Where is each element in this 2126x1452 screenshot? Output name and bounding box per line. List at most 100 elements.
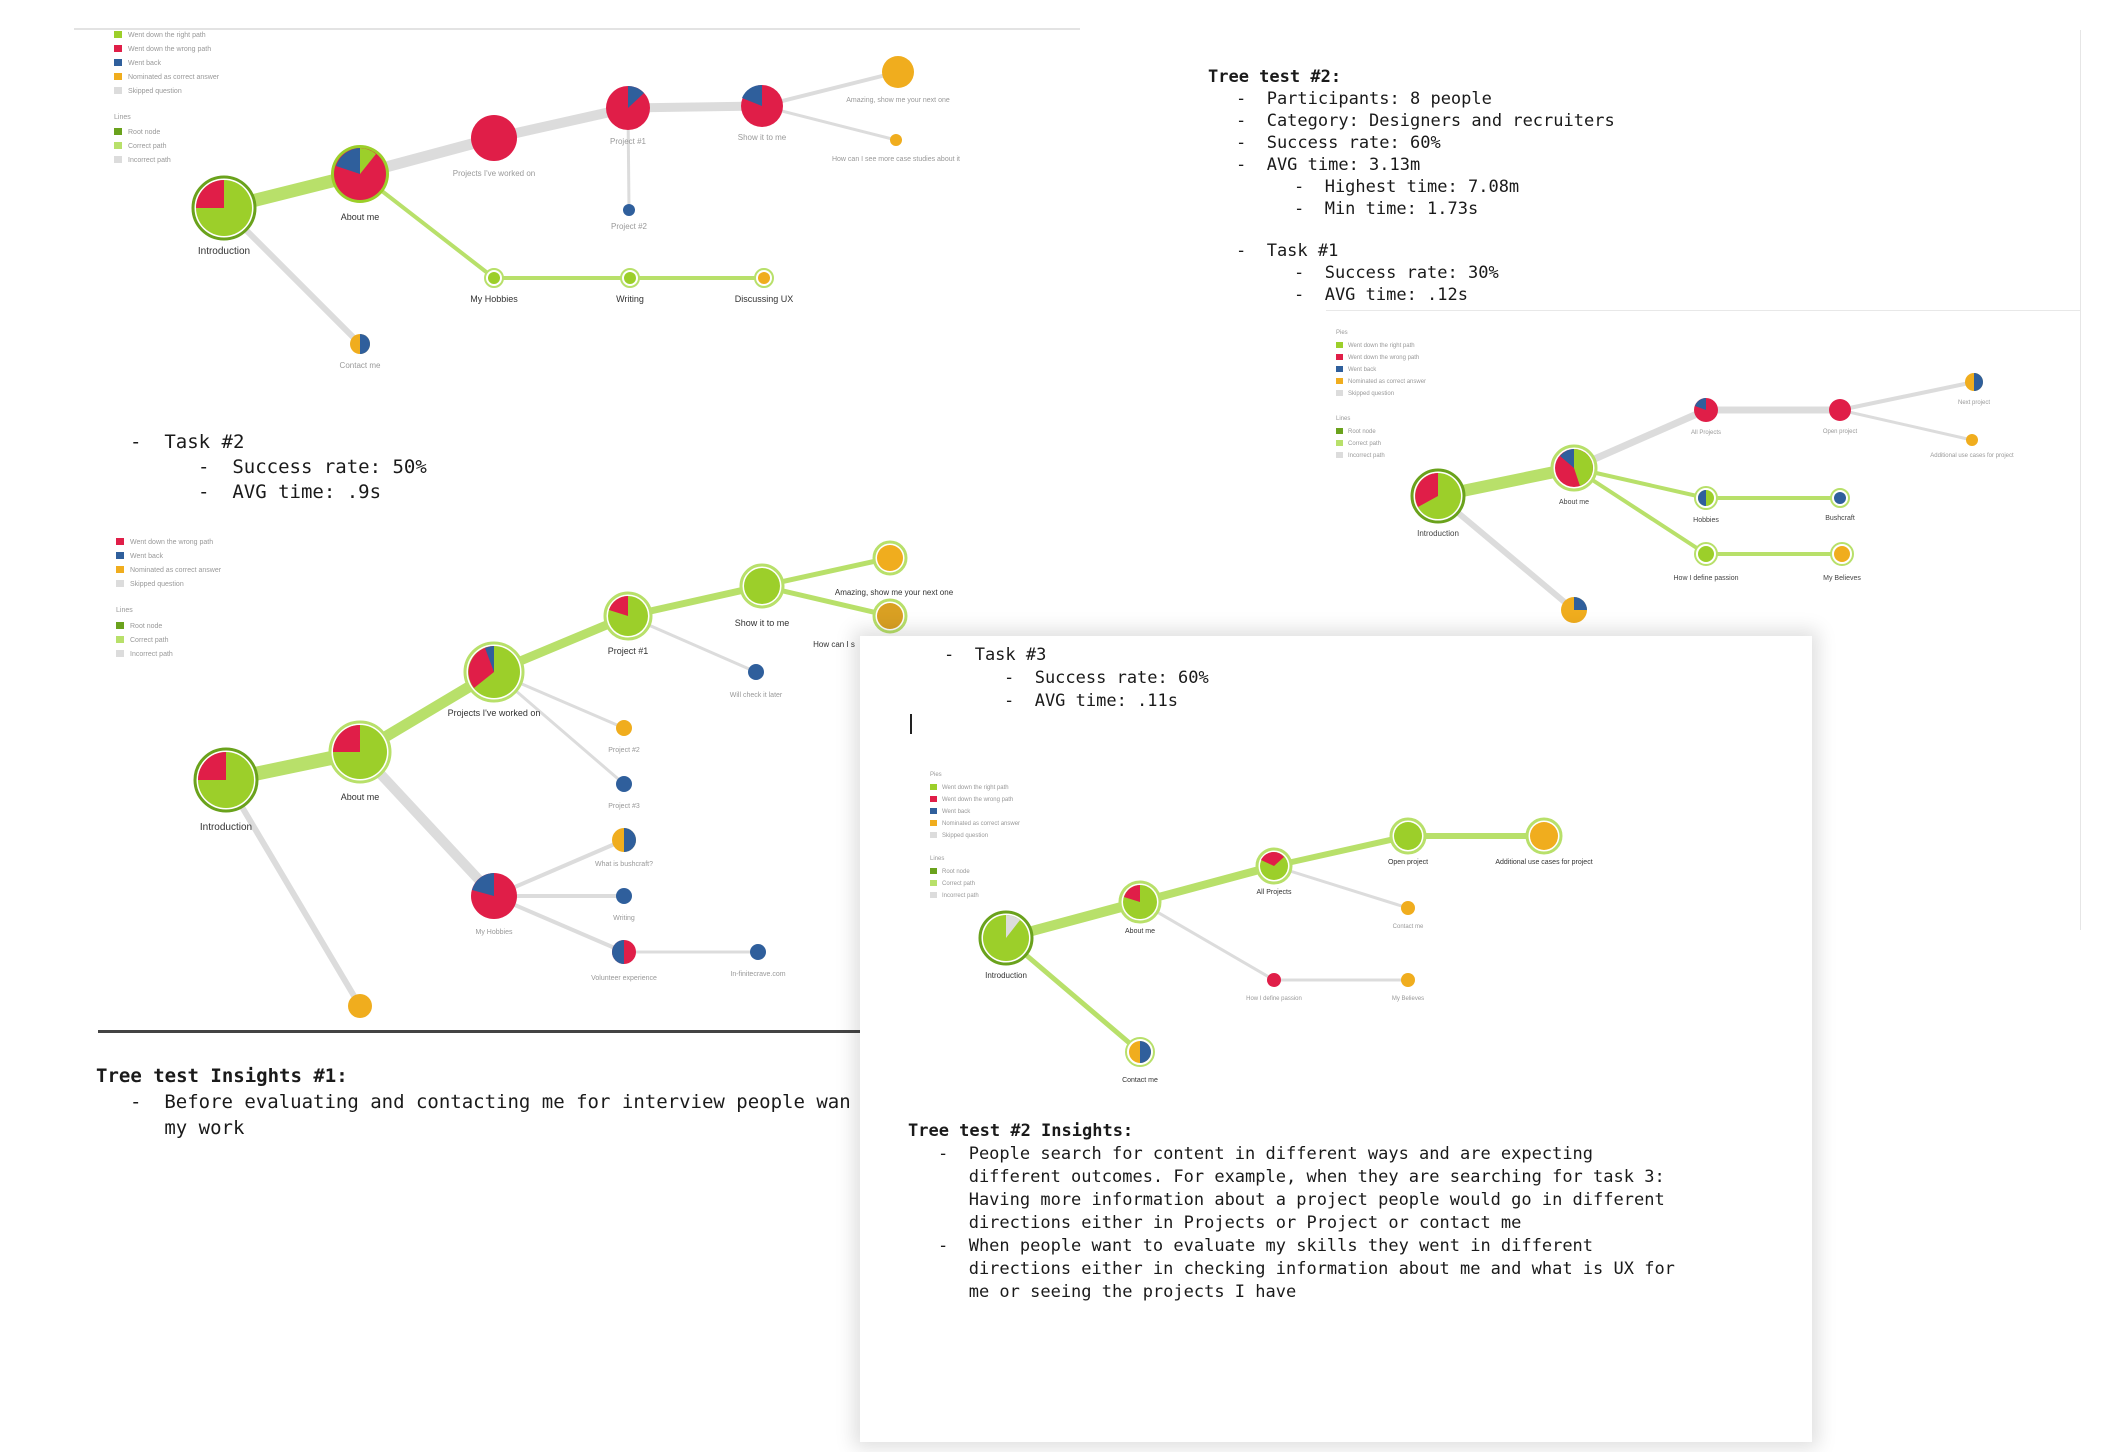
task2-title: - Task #2	[130, 431, 245, 453]
node-label: Contact me	[1122, 1077, 1158, 1084]
node-label: Project #2	[611, 222, 648, 231]
legend-item: Root node	[942, 869, 970, 875]
legend-item: Went down the wrong path	[942, 797, 1013, 803]
insights2-block: Tree test #2 Insights: - People search f…	[908, 1120, 1675, 1304]
node-label: Amazing, show me your next one	[835, 588, 954, 597]
legend-item: Root node	[130, 623, 162, 630]
insights2-p2-l1: - When people want to evaluate my skills…	[938, 1236, 1594, 1256]
tt2-title: Tree test #2:	[1208, 67, 1342, 87]
legend-item: Root node	[1348, 429, 1376, 435]
insights2-p1-l2: different outcomes. For example, when th…	[938, 1167, 1665, 1187]
legend-lines-title: Lines	[930, 856, 944, 862]
legend-item: Went down the wrong path	[130, 539, 213, 546]
tt2-block: Tree test #2: - Participants: 8 people -…	[1208, 66, 1615, 306]
insights2-p2-l3: me or seeing the projects I have	[938, 1282, 1297, 1302]
node-label: How I define passion	[1246, 996, 1302, 1002]
node-label: Projects I've worked on	[453, 169, 535, 178]
task3-success: - Success rate: 60%	[1004, 668, 1209, 688]
node-label: Project #1	[608, 646, 649, 656]
node-label: Additional use cases for project	[1930, 453, 2014, 459]
insights2-p1-l4: directions either in Projects or Project…	[938, 1213, 1522, 1233]
node-label: What is bushcraft?	[595, 861, 653, 868]
insights2-title: Tree test #2 Insights:	[908, 1121, 1134, 1141]
legend-item: Went down the right path	[942, 785, 1009, 791]
node-label: Introduction	[985, 971, 1027, 980]
text-cursor	[910, 714, 912, 734]
tree4-legend: Pies Went down the right path Went down …	[930, 772, 1020, 899]
node-label: Volunteer experience	[591, 975, 657, 982]
tt2-min: - Min time: 1.73s	[1294, 199, 1479, 219]
task2-avg: - AVG time: .9s	[198, 481, 382, 503]
node-label: Introduction	[200, 822, 252, 833]
legend-item: Skipped question	[1348, 391, 1394, 397]
tt2-highest: - Highest time: 7.08m	[1294, 177, 1520, 197]
tree4-diagram: Pies Went down the right path Went down …	[930, 772, 1593, 1084]
tree2-diagram: Went down the wrong path Went back Nomin…	[116, 538, 954, 1018]
legend-pies-title: Pies	[930, 772, 942, 778]
node-label: Open project	[1388, 859, 1428, 866]
tree3-panel: Pies Went down the right path Went down …	[1326, 310, 2080, 640]
tt2-avg: - AVG time: 3.13m	[1236, 155, 1421, 175]
legend-item: Went back	[1348, 367, 1377, 373]
node-label: My Believes	[1823, 575, 1861, 582]
tree2-nodes	[193, 540, 908, 1018]
node-label: Hobbies	[1693, 517, 1719, 524]
legend-item: Went down the right path	[128, 32, 206, 39]
tree2-panel: Went down the wrong path Went back Nomin…	[74, 530, 1034, 1030]
tree1-legend: Went down the right path Went down the w…	[114, 31, 220, 164]
node-label: Additional use cases for project	[1495, 859, 1592, 866]
page-edge	[2080, 30, 2081, 930]
node-label: All Projects	[1256, 889, 1292, 896]
tree1-nodes	[191, 56, 914, 354]
legend-lines-title: Lines	[116, 607, 133, 614]
node-label: Contact me	[1393, 924, 1424, 930]
node-label: About me	[1125, 928, 1155, 935]
legend-item: Incorrect path	[130, 651, 173, 658]
legend-item: Skipped question	[942, 833, 988, 839]
node-label: How I define passion	[1674, 575, 1739, 582]
node-label: How can I see more case studies about it	[832, 156, 960, 163]
node-label: Project #2	[608, 747, 640, 754]
node-label: Next project	[1958, 400, 1990, 406]
tt2-category: - Category: Designers and recruiters	[1236, 111, 1615, 131]
legend-item: Root node	[128, 129, 160, 136]
tree4-nodes	[978, 817, 1563, 1067]
tt2-task1: - Task #1	[1236, 241, 1339, 261]
tree1-diagram: Went down the right path Went down the w…	[114, 31, 960, 370]
node-label: Bushcraft	[1825, 515, 1855, 522]
document-card: - Task #3 - Success rate: 60% - AVG time…	[860, 636, 1812, 1442]
insights2-p1-l1: - People search for content in different…	[938, 1144, 1594, 1164]
insights2-p2-l2: directions either in checking informatio…	[938, 1259, 1675, 1279]
legend-item: Went back	[942, 809, 971, 815]
node-label: Amazing, show me your next one	[846, 97, 950, 104]
legend-item: Went back	[130, 553, 163, 560]
node-label: About me	[1559, 499, 1589, 506]
panel-top-border	[74, 28, 1080, 30]
legend-item: Correct path	[130, 637, 169, 644]
tt2-participants: - Participants: 8 people	[1236, 89, 1492, 109]
legend-item: Went down the wrong path	[1348, 355, 1419, 361]
tree4-labels: Introduction About me All Projects Open …	[985, 859, 1593, 1084]
tree3-diagram: Pies Went down the right path Went down …	[1336, 330, 2014, 623]
legend-item: Correct path	[128, 143, 167, 150]
tree2-legend: Went down the wrong path Went back Nomin…	[116, 538, 222, 658]
node-label: Writing	[616, 294, 644, 304]
legend-lines-title: Lines	[114, 114, 131, 121]
node-label: All Projects	[1691, 430, 1721, 436]
tree1-links	[217, 70, 900, 347]
tree2-labels: Introduction About me Projects I've work…	[200, 588, 954, 982]
node-label: How can I s	[813, 640, 855, 649]
node-label: My Hobbies	[470, 294, 518, 304]
insights2-p1-l3: Having more information about a project …	[938, 1190, 1665, 1210]
section-divider	[98, 1030, 888, 1033]
insights1-line1: - Before evaluating and contacting me fo…	[130, 1091, 851, 1113]
legend-item: Nominated as correct answer	[942, 821, 1020, 827]
tree2-links	[219, 555, 893, 1009]
insights1-title: Tree test Insights #1:	[96, 1065, 348, 1087]
legend-item: Nominated as correct answer	[128, 74, 220, 81]
legend-item: Incorrect path	[942, 893, 979, 899]
node-label: Open project	[1823, 429, 1858, 435]
task2-success: - Success rate: 50%	[198, 456, 427, 478]
legend-item: Incorrect path	[1348, 453, 1385, 459]
legend-item: Skipped question	[128, 88, 182, 95]
